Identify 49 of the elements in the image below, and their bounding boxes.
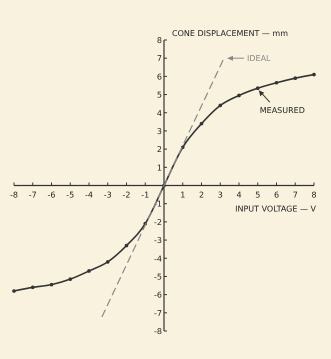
- x-tick-label: 2: [198, 190, 204, 200]
- x-tick-label: 7: [292, 190, 298, 200]
- x-tick-label: -4: [85, 190, 93, 200]
- x-tick-label: 3: [218, 190, 223, 200]
- y-tick-label: -4: [154, 254, 162, 264]
- point: [106, 260, 110, 264]
- x-tick-label: 5: [255, 190, 260, 200]
- x-tick-label: 1: [180, 190, 186, 200]
- point: [274, 80, 278, 85]
- point: [200, 122, 204, 126]
- y-tick-label: 7: [156, 54, 162, 64]
- text: MEASURED: [260, 106, 305, 116]
- y-tick-label: -8: [154, 327, 162, 336]
- x-tick-label: -1: [141, 190, 150, 200]
- point: [50, 282, 54, 286]
- y-tick-label: 2: [156, 145, 162, 154]
- x-tick-label: -3: [104, 190, 112, 200]
- point: [293, 76, 298, 80]
- x-tick-label: -2: [122, 190, 130, 200]
- x-tick-label: -5: [66, 190, 74, 200]
- point: [124, 244, 128, 248]
- y-tick-label: -5: [154, 272, 162, 282]
- point: [30, 286, 35, 290]
- y-tick-label: 5: [156, 90, 162, 100]
- y-tick-label: 3: [156, 126, 162, 136]
- x-tick-label: -7: [28, 190, 37, 200]
- y-tick-label: 1: [156, 163, 162, 172]
- x-axis-title: INPUT VOLTAGE — V: [235, 204, 317, 214]
- y-tick-label: -2: [154, 218, 162, 227]
- y-tick-label: 4: [156, 108, 162, 118]
- y-tick-label: 6: [156, 72, 162, 82]
- y-tick-label: -6: [154, 290, 162, 300]
- x-tick-label: 6: [274, 190, 280, 200]
- x-tick-label: -6: [48, 190, 56, 200]
- point: [218, 104, 222, 108]
- legend-label: IDEAL: [247, 54, 272, 64]
- point: [12, 289, 16, 293]
- y-axis-title: CONE DISPLACEMENT — mm: [172, 29, 288, 38]
- point: [256, 86, 260, 90]
- x-tick-label: 4: [236, 190, 242, 200]
- point: [68, 277, 72, 281]
- y-tick-label: 8: [156, 36, 162, 45]
- x-tick-label: 8: [311, 190, 317, 200]
- y-tick-label: -3: [154, 236, 162, 246]
- point: [312, 72, 316, 76]
- x-tick-label: -8: [10, 190, 18, 200]
- y-tick-label: -7: [154, 308, 162, 318]
- point: [87, 269, 91, 273]
- point: [237, 94, 241, 98]
